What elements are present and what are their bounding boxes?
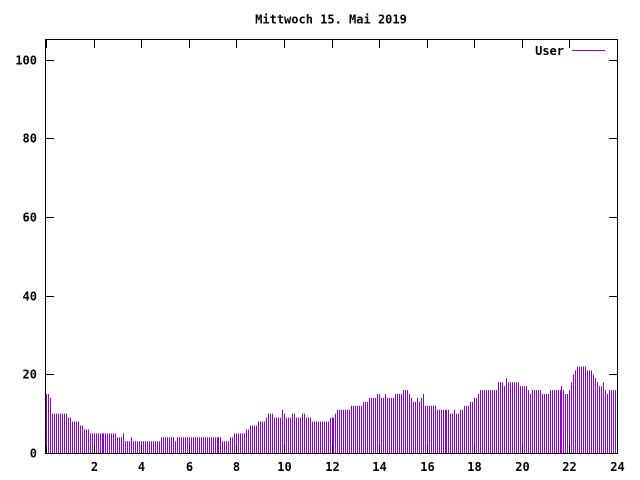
plot-frame — [45, 39, 618, 454]
x-tick-label: 4 — [138, 460, 145, 474]
y-tick-label: 60 — [23, 211, 37, 225]
x-tick-label: 18 — [467, 460, 481, 474]
y-tick-label: 80 — [23, 132, 37, 146]
y-tick-label: 0 — [30, 447, 37, 461]
x-tick-label: 16 — [420, 460, 434, 474]
legend: User — [535, 44, 605, 58]
x-tick-label: 10 — [277, 460, 291, 474]
y-tick-label: 40 — [23, 290, 37, 304]
chart-title: Mittwoch 15. Mai 2019 — [255, 13, 407, 27]
x-tick-label: 22 — [562, 460, 576, 474]
x-tick-label: 2 — [91, 460, 98, 474]
legend-label: User — [535, 44, 564, 58]
x-tick-label: 6 — [186, 460, 193, 474]
x-tick-label: 20 — [515, 460, 529, 474]
x-tick-label: 8 — [233, 460, 240, 474]
x-tick-label: 12 — [325, 460, 339, 474]
x-tick-label: 24 — [610, 460, 624, 474]
x-tick-label: 14 — [372, 460, 386, 474]
y-tick-label: 100 — [15, 54, 37, 68]
bars-layer — [46, 366, 618, 453]
y-tick-label: 20 — [23, 368, 37, 382]
